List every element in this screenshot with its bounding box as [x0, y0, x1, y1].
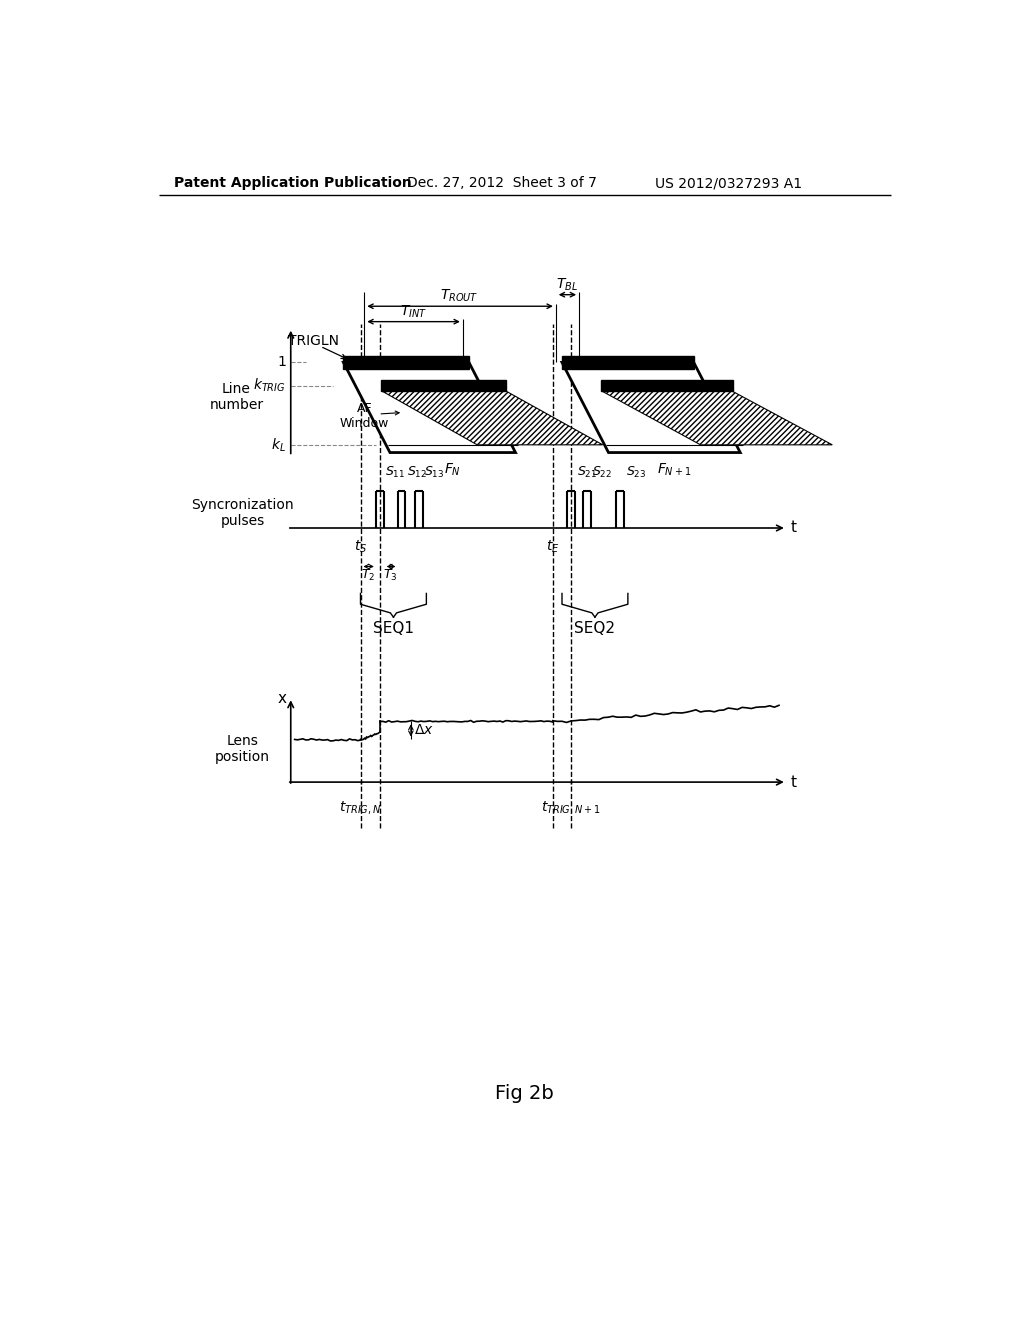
Polygon shape [562, 363, 740, 453]
Polygon shape [601, 380, 732, 391]
Text: $F_{N+1}$: $F_{N+1}$ [657, 461, 691, 478]
Text: $T_{ROUT}$: $T_{ROUT}$ [440, 288, 479, 305]
Text: Patent Application Publication: Patent Application Publication [174, 176, 413, 190]
Text: $F_N$: $F_N$ [444, 461, 461, 478]
Text: x: x [278, 692, 287, 706]
Text: Syncronization
pulses: Syncronization pulses [191, 498, 294, 528]
Text: SEQ1: SEQ1 [373, 620, 414, 636]
Text: 1: 1 [278, 355, 286, 370]
Text: Dec. 27, 2012  Sheet 3 of 7: Dec. 27, 2012 Sheet 3 of 7 [407, 176, 597, 190]
Text: $T_3$: $T_3$ [383, 568, 398, 582]
Text: $t_{TRIG,N}$: $t_{TRIG,N}$ [339, 799, 382, 816]
Text: $S_{21}$: $S_{21}$ [577, 465, 597, 480]
Text: $\Delta x$: $\Delta x$ [414, 723, 434, 738]
Text: US 2012/0327293 A1: US 2012/0327293 A1 [655, 176, 802, 190]
Polygon shape [343, 355, 469, 370]
Text: $S_{23}$: $S_{23}$ [626, 465, 646, 480]
Text: Fig 2b: Fig 2b [496, 1085, 554, 1104]
Text: t: t [791, 775, 797, 789]
Polygon shape [382, 391, 603, 445]
Polygon shape [343, 363, 515, 453]
Text: $T_{INT}$: $T_{INT}$ [399, 304, 427, 319]
Text: $S_{12}$: $S_{12}$ [407, 465, 427, 480]
Polygon shape [602, 391, 833, 445]
Text: $k_L$: $k_L$ [271, 436, 286, 454]
Text: $t_E$: $t_E$ [546, 539, 559, 556]
Text: SEQ2: SEQ2 [574, 620, 615, 636]
Text: TRIGLN: TRIGLN [289, 334, 340, 348]
Text: $t_S$: $t_S$ [354, 539, 368, 556]
Text: AF
Window: AF Window [340, 403, 389, 430]
Text: t: t [791, 520, 797, 536]
Polygon shape [381, 380, 507, 391]
Text: Line
number: Line number [210, 381, 263, 412]
Text: Lens
position: Lens position [215, 734, 270, 764]
Text: $T_2$: $T_2$ [361, 568, 376, 582]
Text: $k_{TRIG}$: $k_{TRIG}$ [254, 376, 286, 395]
Text: $S_{13}$: $S_{13}$ [424, 465, 444, 480]
Text: $S_{22}$: $S_{22}$ [592, 465, 612, 480]
Text: $S_{11}$: $S_{11}$ [385, 465, 406, 480]
Polygon shape [562, 355, 693, 370]
Text: $t_{TRIG,N+1}$: $t_{TRIG,N+1}$ [542, 799, 601, 816]
Text: $T_{BL}$: $T_{BL}$ [556, 276, 579, 293]
